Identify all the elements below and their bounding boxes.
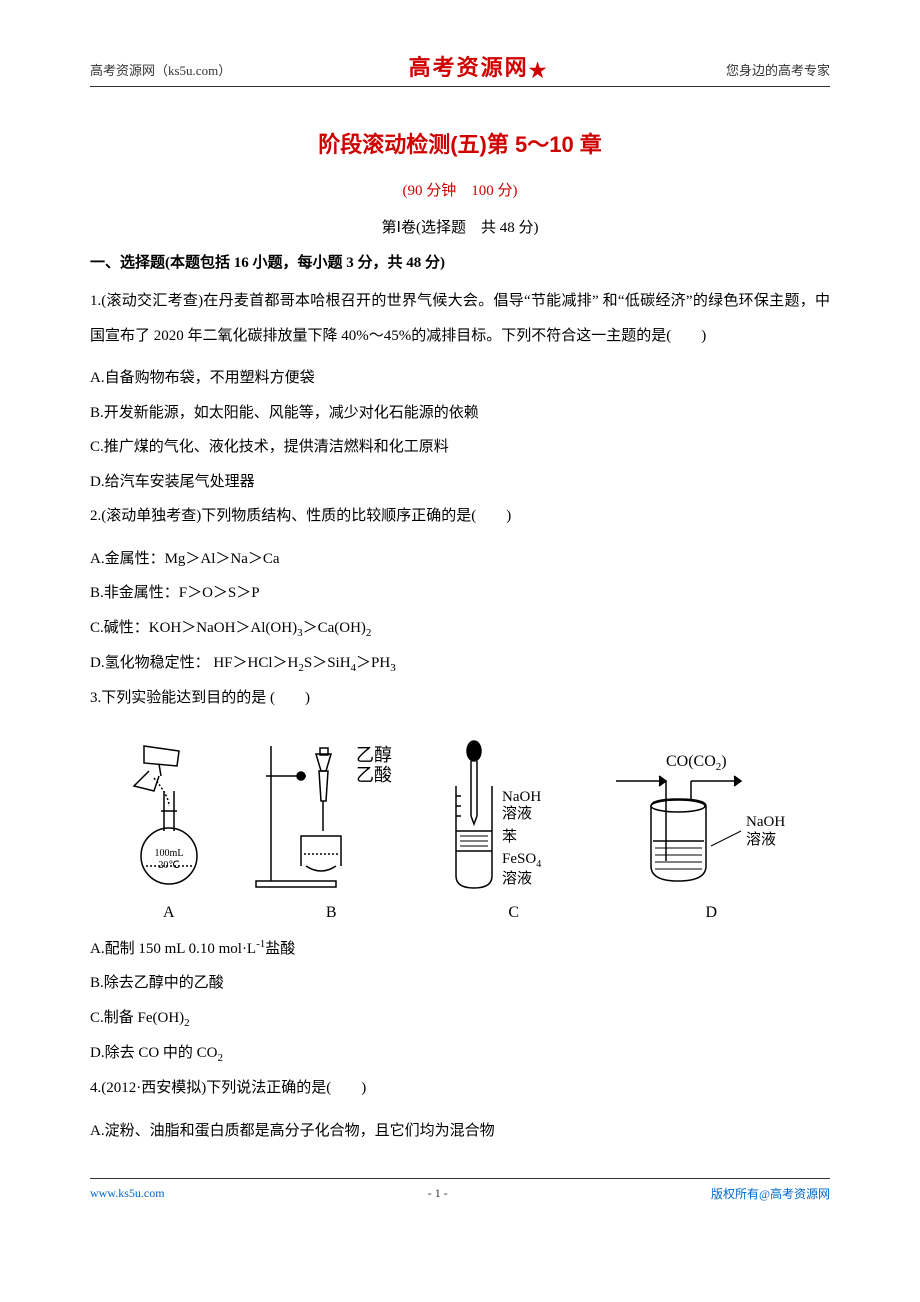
q2c-text1: C.碱性：KOH＞NaOH＞Al(OH): [90, 620, 297, 636]
q3-option-b: B.除去乙醇中的乙酸: [90, 966, 830, 1001]
section-intro: 一、选择题(本题包括 16 小题，每小题 3 分，共 48 分): [90, 251, 830, 272]
q3c-text: C.制备 Fe(OH): [90, 1010, 184, 1026]
page-footer: www.ks5u.com - 1 - 版权所有@高考资源网: [90, 1178, 830, 1202]
header-source: 高考资源网（ks5u.com）: [90, 60, 231, 79]
figure-label-b: B: [326, 904, 337, 922]
q2d-text2: S＞SiH: [304, 655, 351, 671]
figc-l1: NaOH: [502, 789, 541, 805]
figc-l5: 溶液: [502, 870, 532, 887]
footer-copyright: 版权所有@高考资源网: [711, 1185, 830, 1202]
star-icon: ★: [529, 60, 549, 82]
question-1-stem: 1.(滚动交汇考查)在丹麦首都哥本哈根召开的世界气候大会。倡导“节能减排” 和“…: [90, 284, 830, 353]
figd-l1: NaOH: [746, 814, 785, 830]
q1-option-b: B.开发新能源，如太阳能、风能等，减少对化石能源的依赖: [90, 396, 830, 431]
flask-temp: 20℃: [158, 860, 179, 871]
q3a-text1: A.配制 150 mL 0.10 mol·L: [90, 941, 256, 957]
header-slogan: 您身边的高考专家: [726, 60, 830, 79]
q3-option-c: C.制备 Fe(OH)2: [90, 1001, 830, 1036]
figure-c: NaOH 溶液 苯 FeSO4 溶液 C: [434, 736, 594, 922]
volumetric-flask-icon: 100mL 20℃: [109, 736, 229, 896]
section-header: 第Ⅰ卷(选择题 共 48 分): [90, 216, 830, 237]
question-2-stem: 2.(滚动单独考查)下列物质结构、性质的比较顺序正确的是( ): [90, 499, 830, 534]
subscript: 2: [218, 1052, 224, 1064]
figure-label-a: A: [163, 904, 175, 922]
subscript: 3: [390, 662, 396, 674]
footer-url: www.ks5u.com: [90, 1186, 165, 1201]
figure-row: 100mL 20℃ A 乙醇: [90, 736, 830, 922]
q2-option-a: A.金属性：Mg＞Al＞Na＞Ca: [90, 542, 830, 577]
page-header: 高考资源网（ks5u.com） 高考资源网★ 您身边的高考专家: [90, 50, 830, 87]
q1-option-c: C.推广煤的气化、液化技术，提供清洁燃料和化工原料: [90, 430, 830, 465]
figure-a: 100mL 20℃ A: [109, 736, 229, 922]
q2-option-c: C.碱性：KOH＞NaOH＞Al(OH)3＞Ca(OH)2: [90, 611, 830, 646]
figure-d: CO(CO2) NaOH 溶液 D: [611, 736, 811, 922]
q3d-text: D.除去 CO 中的 CO: [90, 1045, 218, 1061]
q3-option-d: D.除去 CO 中的 CO2: [90, 1036, 830, 1071]
header-brand-text: 高考资源网: [409, 55, 529, 80]
figd-l2: 溶液: [746, 831, 776, 848]
q2d-text1: D.氢化物稳定性： HF＞HCl＞H: [90, 655, 298, 671]
question-3-stem: 3.下列实验能达到目的的是 ( ): [90, 681, 830, 716]
figc-l4: FeSO4: [502, 851, 541, 870]
exam-info: (90 分钟 100 分): [90, 179, 830, 200]
figb-label2: 乙酸: [356, 765, 392, 785]
superscript: -1: [256, 938, 265, 950]
q2-option-b: B.非金属性：F＞O＞S＞P: [90, 576, 830, 611]
figd-top: CO(CO2): [666, 753, 727, 773]
dropper-tube-icon: NaOH 溶液 苯 FeSO4 溶液: [434, 736, 594, 896]
q2d-text3: ＞PH: [356, 655, 390, 671]
q4-option-a: A.淀粉、油脂和蛋白质都是高分子化合物，且它们均为混合物: [90, 1114, 830, 1149]
subscript: 2: [366, 627, 372, 639]
flask-volume: 100mL: [154, 848, 183, 859]
figc-l2: 溶液: [502, 805, 532, 822]
distillation-icon: 乙醇 乙酸: [246, 736, 416, 896]
header-brand: 高考资源网★: [409, 50, 549, 82]
q3-option-a: A.配制 150 mL 0.10 mol·L-1盐酸: [90, 932, 830, 967]
subscript: 2: [184, 1017, 190, 1029]
q1-option-d: D.给汽车安装尾气处理器: [90, 465, 830, 500]
question-4-stem: 4.(2012·西安模拟)下列说法正确的是( ): [90, 1071, 830, 1106]
q2-option-d: D.氢化物稳定性： HF＞HCl＞H2S＞SiH4＞PH3: [90, 646, 830, 681]
page-title: 阶段滚动检测(五)第 5～10 章: [90, 127, 830, 159]
figure-b: 乙醇 乙酸 B: [246, 736, 416, 922]
page-number: - 1 -: [428, 1186, 448, 1201]
q3a-text2: 盐酸: [265, 941, 295, 957]
figure-label-d: D: [705, 904, 717, 922]
figc-l3: 苯: [502, 828, 517, 845]
q2c-text2: ＞Ca(OH): [303, 620, 366, 636]
figb-label1: 乙醇: [356, 745, 392, 765]
gas-wash-icon: CO(CO2) NaOH 溶液: [611, 736, 811, 896]
q1-option-a: A.自备购物布袋，不用塑料方便袋: [90, 361, 830, 396]
figure-label-c: C: [508, 904, 519, 922]
